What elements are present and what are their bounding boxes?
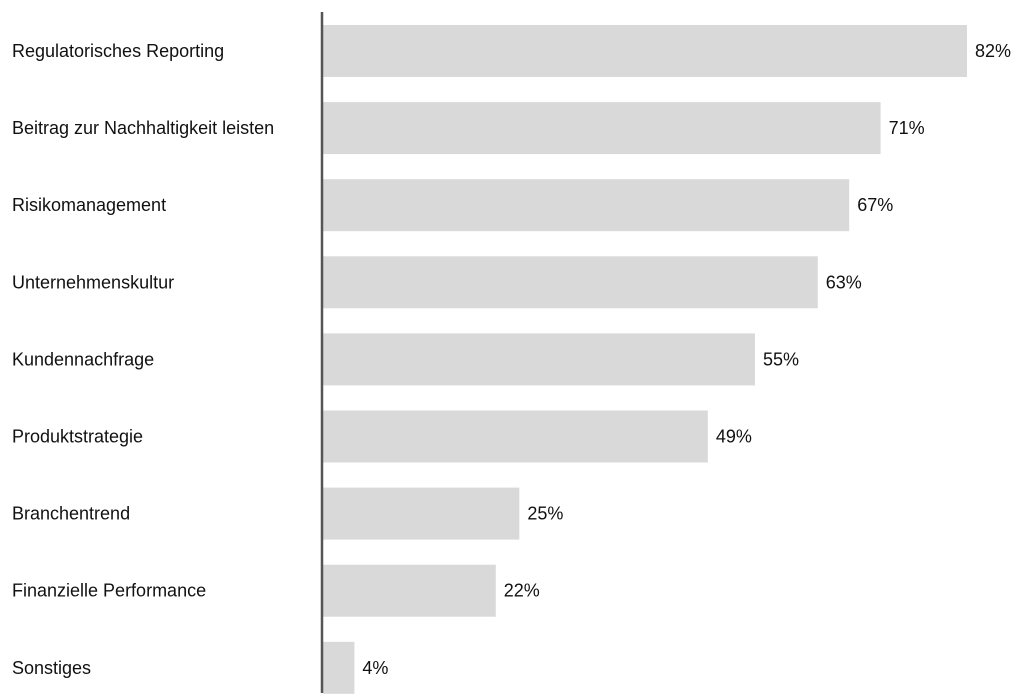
- category-label-5: Kundennachfrage: [12, 349, 154, 369]
- value-label-5: 55%: [763, 349, 799, 369]
- value-label-6: 49%: [716, 427, 752, 447]
- value-label-3: 67%: [857, 195, 893, 215]
- value-label-8: 22%: [504, 581, 540, 601]
- category-label-9: Sonstiges: [12, 658, 91, 678]
- category-label-6: Produktstrategie: [12, 427, 143, 447]
- value-labels-group: 82% 71% 67% 63% 55% 49% 25% 22% 4%: [362, 41, 1011, 678]
- category-label-4: Unternehmenskultur: [12, 272, 174, 292]
- value-label-2: 71%: [889, 118, 925, 138]
- bars-group: [323, 25, 967, 694]
- value-label-4: 63%: [826, 272, 862, 292]
- bar-4: [323, 256, 818, 309]
- bar-3: [323, 179, 850, 232]
- bar-2: [323, 102, 881, 155]
- category-label-2: Beitrag zur Nachhaltigkeit leisten: [12, 118, 274, 138]
- bar-1: [323, 25, 967, 77]
- bar-5: [323, 333, 755, 386]
- category-label-7: Branchentrend: [12, 504, 130, 524]
- bar-6: [323, 410, 708, 463]
- category-label-3: Risikomanagement: [12, 195, 166, 215]
- value-label-7: 25%: [527, 504, 563, 524]
- category-label-1: Regulatorisches Reporting: [12, 41, 224, 61]
- value-label-9: 4%: [362, 658, 388, 678]
- bar-8: [323, 564, 496, 617]
- value-label-1: 82%: [975, 41, 1011, 61]
- bar-9: [323, 641, 355, 694]
- category-labels-group: Regulatorisches Reporting Beitrag zur Nac…: [12, 41, 274, 678]
- bar-7: [323, 487, 520, 540]
- category-label-8: Finanzielle Performance: [12, 581, 206, 601]
